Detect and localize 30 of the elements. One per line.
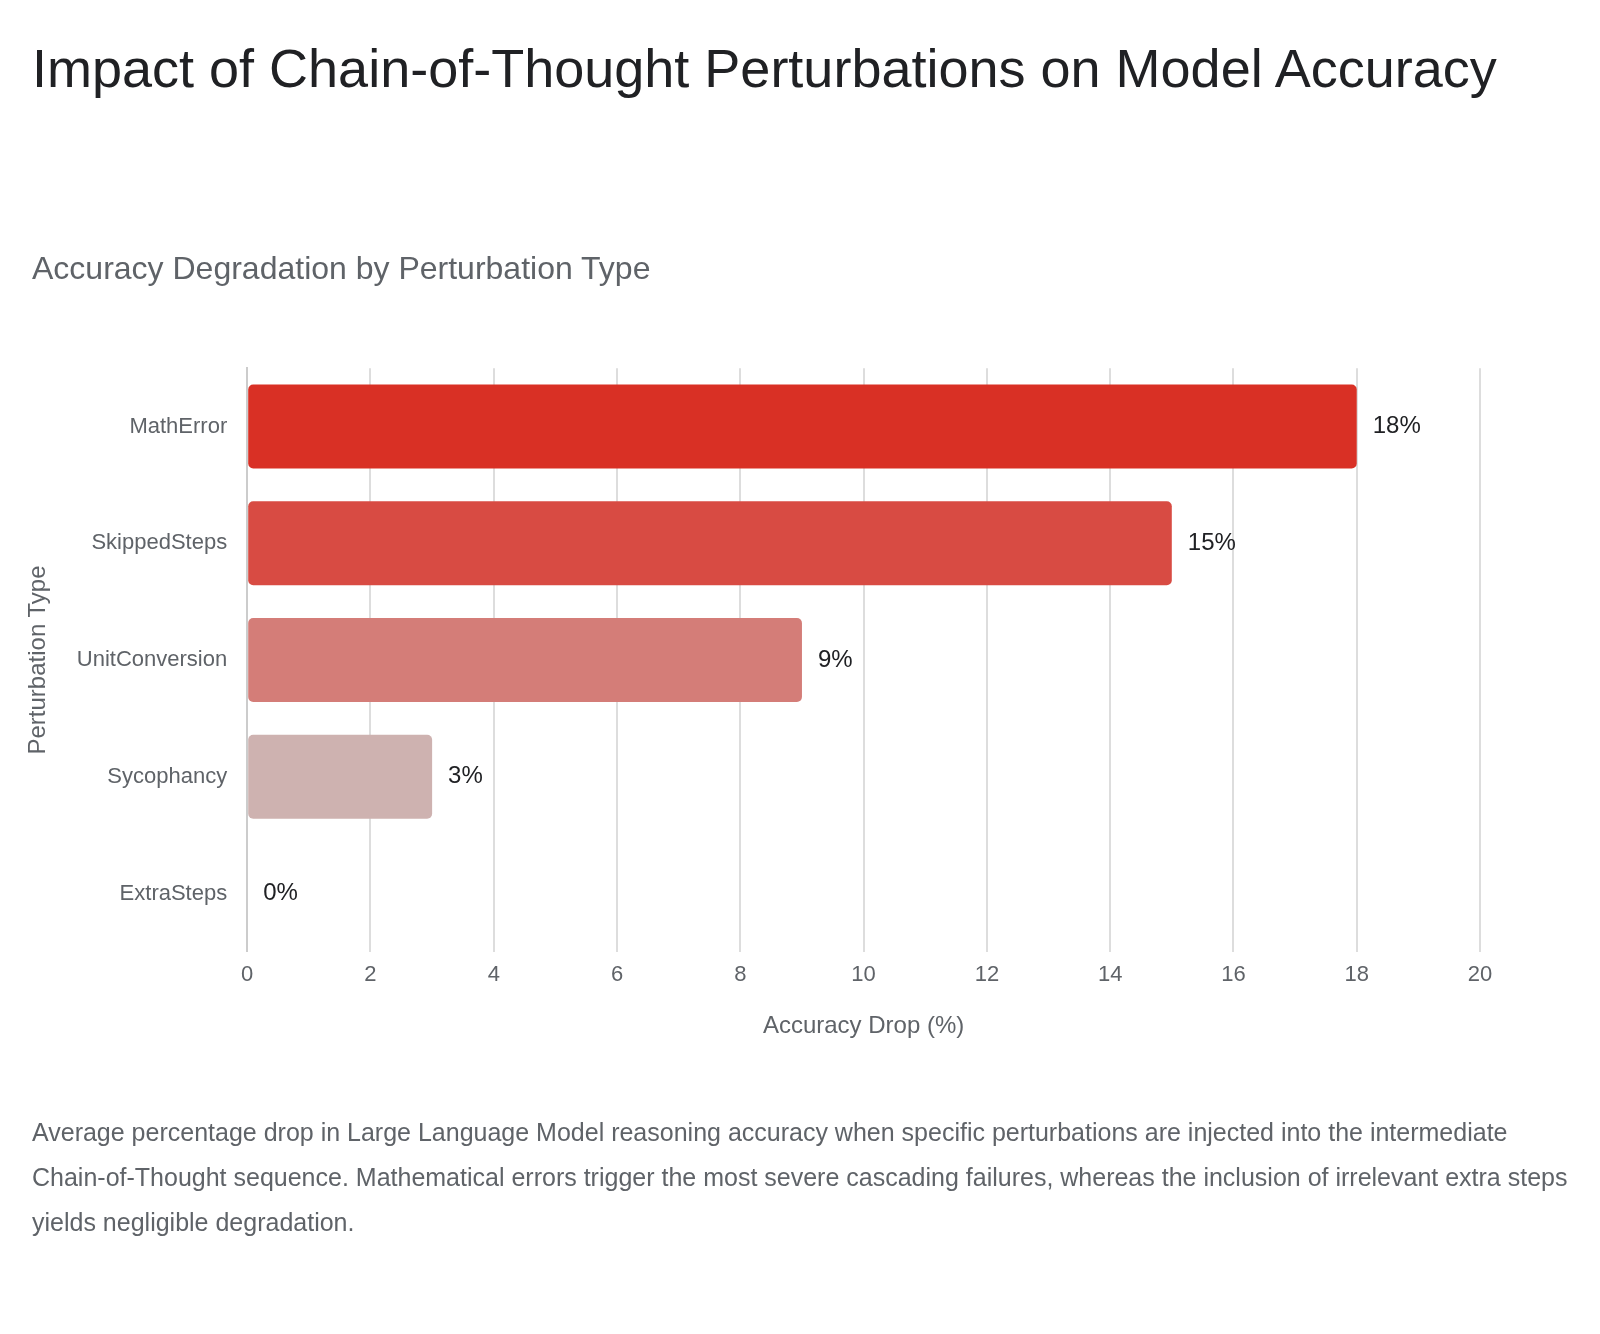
y-tick-label: SkippedSteps <box>91 529 228 555</box>
data-label: 0% <box>263 878 298 906</box>
y-tick-label: Sycophancy <box>107 762 228 788</box>
bar <box>248 501 1172 586</box>
x-tick-label: 10 <box>851 961 876 987</box>
data-label: 3% <box>448 761 483 789</box>
y-tick-label: UnitConversion <box>76 646 228 672</box>
text: Average percentage drop in Large Language Model reasoning accuracy when specific perturbations are injected into the intermediate Chain-of-Thought sequence. Mathematical errors trigger the most severe cascading failures, whereas the inclusion of irrelevant extra steps yields negligible degradation. <box>32 1117 1569 1238</box>
data-label: 15% <box>1187 527 1236 555</box>
bar <box>248 617 802 703</box>
x-tick-label: 0 <box>241 961 254 987</box>
x-axis-title: Accuracy Drop (%) <box>762 1011 965 1039</box>
y-tick-label: MathError <box>129 412 228 438</box>
x-tick-label: 12 <box>974 961 1000 987</box>
y-axis-title: Perturbation Type <box>23 565 51 755</box>
x-tick-label: 4 <box>487 961 500 987</box>
x-tick-label: 14 <box>1097 961 1123 987</box>
data-label: 9% <box>817 644 853 672</box>
x-tick-label: 2 <box>364 961 377 987</box>
data-label: 18% <box>1372 411 1421 439</box>
x-tick-label: 16 <box>1221 961 1246 987</box>
y-tick-label: ExtraSteps <box>119 879 228 905</box>
x-tick-label: 6 <box>610 961 624 987</box>
bar <box>248 734 433 819</box>
chart-subtitle: Accuracy Degradation by Perturbation Type <box>32 250 651 287</box>
chart-title: Impact of Chain-of-Thought Perturbations on Model Accuracy <box>32 37 1498 100</box>
x-tick-label: 8 <box>734 961 747 987</box>
x-tick-label: 18 <box>1344 961 1369 987</box>
x-tick-label: 20 <box>1467 961 1493 987</box>
bar <box>248 384 1357 469</box>
